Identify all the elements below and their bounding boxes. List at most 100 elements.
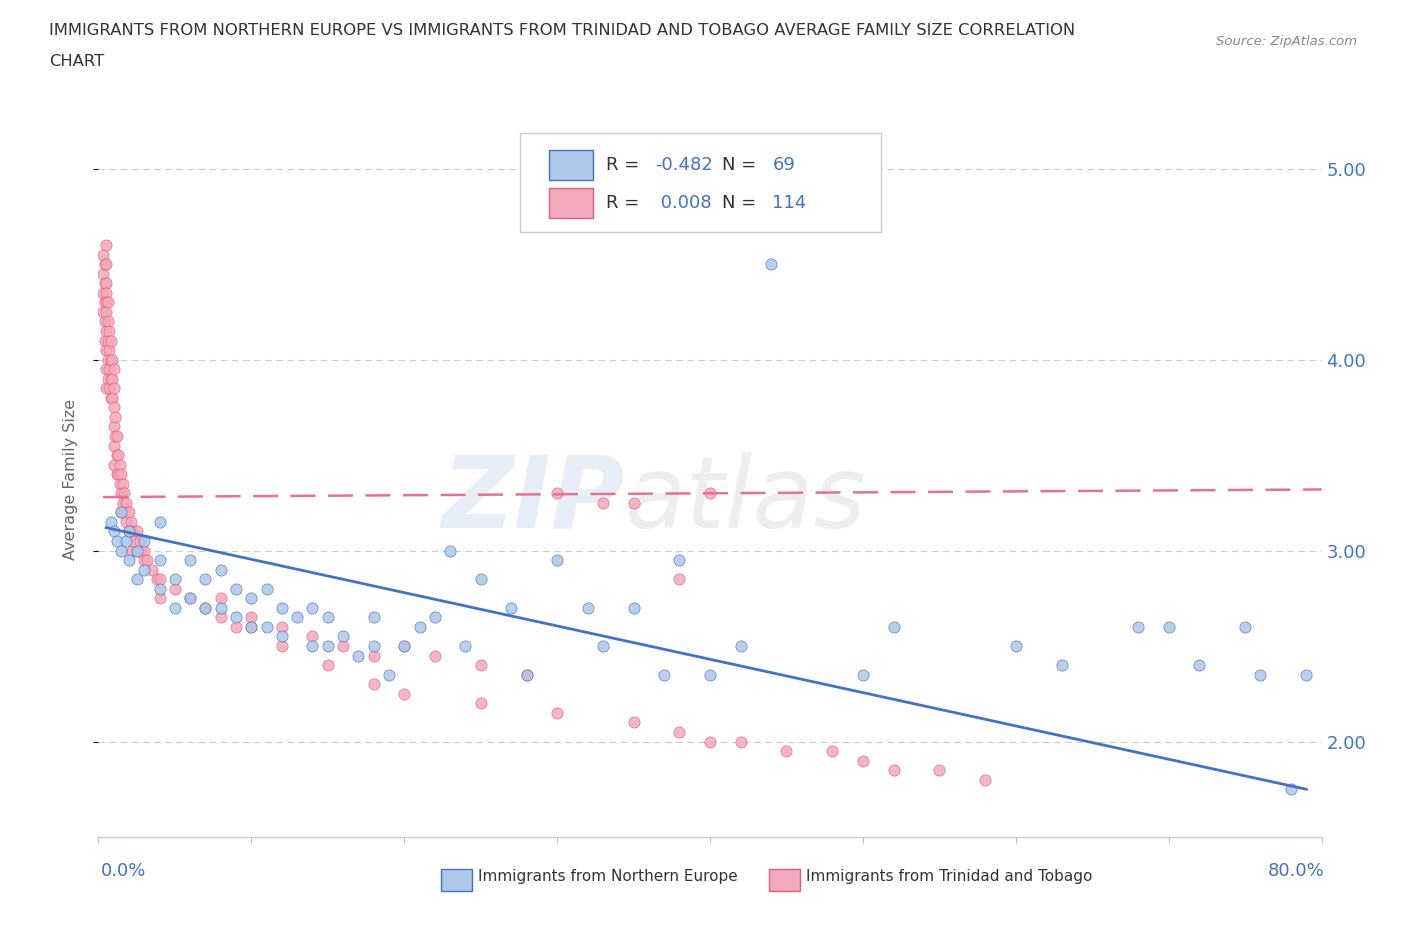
Point: [94, 276, 117, 291]
Point: [118, 524, 141, 538]
Point: [105, 447, 128, 462]
Point: [194, 601, 217, 616]
Point: [145, 572, 167, 587]
Point: [111, 476, 134, 491]
Point: [668, 552, 690, 567]
Point: [97, 371, 120, 386]
Point: [225, 610, 247, 625]
Point: [115, 496, 138, 511]
Point: [546, 552, 568, 567]
Point: [105, 467, 128, 482]
Point: [94, 257, 117, 272]
Point: [91, 304, 114, 319]
Point: [470, 696, 492, 711]
Point: [100, 514, 122, 529]
Point: [378, 667, 401, 682]
Point: [363, 677, 385, 692]
Point: [104, 409, 127, 424]
Point: [97, 352, 120, 367]
Text: IMMIGRANTS FROM NORTHERN EUROPE VS IMMIGRANTS FROM TRINIDAD AND TOBAGO AVERAGE F: IMMIGRANTS FROM NORTHERN EUROPE VS IMMIG…: [49, 23, 1076, 38]
Point: [179, 552, 201, 567]
Point: [623, 496, 645, 511]
Point: [91, 286, 114, 300]
Point: [136, 552, 159, 567]
Point: [301, 601, 323, 616]
Point: [592, 496, 614, 511]
Point: [110, 505, 132, 520]
Point: [928, 763, 950, 777]
Point: [270, 619, 292, 634]
Point: [93, 295, 115, 310]
Point: [149, 552, 172, 567]
Point: [93, 333, 115, 348]
Point: [97, 295, 120, 310]
Point: [652, 667, 675, 682]
Point: [125, 543, 148, 558]
Point: [94, 380, 117, 395]
Point: [592, 639, 614, 654]
Point: [105, 534, 128, 549]
Point: [125, 572, 148, 587]
Point: [209, 591, 232, 605]
Point: [240, 610, 263, 625]
Point: [93, 314, 115, 329]
FancyBboxPatch shape: [548, 151, 592, 180]
Point: [110, 543, 132, 558]
Point: [103, 419, 125, 434]
Point: [363, 648, 385, 663]
Point: [883, 619, 905, 634]
Point: [623, 601, 645, 616]
Point: [107, 447, 129, 462]
Point: [209, 610, 232, 625]
Point: [501, 601, 523, 616]
Point: [194, 572, 217, 587]
Point: [101, 352, 124, 367]
Point: [1188, 658, 1211, 672]
Point: [94, 295, 117, 310]
Point: [110, 467, 132, 482]
Text: R =: R =: [606, 156, 645, 174]
Y-axis label: Average Family Size: Average Family Size: [63, 398, 77, 560]
Point: [98, 380, 121, 395]
Point: [134, 543, 156, 558]
Point: [821, 744, 844, 759]
Point: [134, 563, 156, 578]
Point: [209, 563, 232, 578]
Text: 69: 69: [772, 156, 796, 174]
Point: [699, 734, 721, 749]
Point: [103, 458, 125, 472]
Text: R =: R =: [606, 194, 645, 212]
Point: [225, 581, 247, 596]
Point: [270, 639, 292, 654]
Point: [1234, 619, 1257, 634]
Point: [270, 601, 292, 616]
Point: [163, 572, 186, 587]
Point: [115, 534, 138, 549]
Point: [107, 467, 129, 482]
Point: [852, 753, 875, 768]
Point: [1004, 639, 1026, 654]
Point: [149, 514, 172, 529]
FancyBboxPatch shape: [548, 188, 592, 219]
Point: [332, 629, 354, 644]
Point: [699, 485, 721, 500]
Point: [240, 591, 263, 605]
Point: [91, 266, 114, 281]
Point: [94, 304, 117, 319]
Point: [668, 724, 690, 739]
Point: [93, 276, 115, 291]
Point: [121, 543, 143, 558]
Text: -0.482: -0.482: [655, 156, 713, 174]
Point: [256, 581, 278, 596]
Point: [128, 534, 150, 549]
Point: [103, 362, 125, 377]
Point: [240, 619, 263, 634]
Point: [1279, 782, 1302, 797]
Text: N =: N =: [723, 194, 762, 212]
Point: [101, 391, 124, 405]
Point: [470, 572, 492, 587]
Point: [256, 619, 278, 634]
Point: [103, 380, 125, 395]
Point: [98, 324, 121, 339]
Point: [110, 505, 132, 520]
